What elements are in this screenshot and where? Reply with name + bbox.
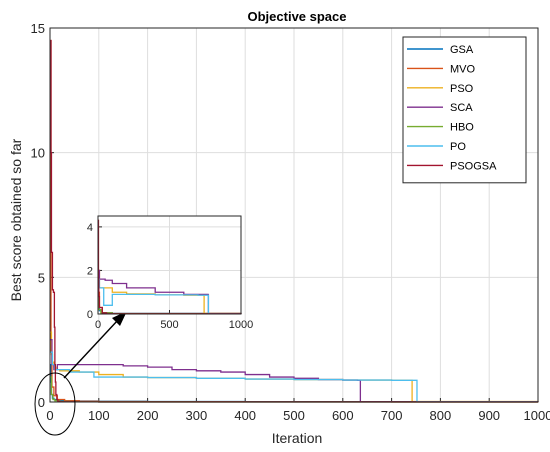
legend-label-psogsa: PSOGSA [450,160,497,172]
x-tick-label: 900 [478,408,500,423]
inset-frame [97,215,242,315]
inset-y-tick-labels: 0 2 4 [87,222,93,321]
series-line-po [50,351,538,403]
x-tick-label: 100 [88,408,110,423]
y-tick-label: 10 [31,146,45,161]
zoom-arrow [63,319,119,379]
x-tick-label: 0 [46,408,53,423]
legend: GSA MVO PSO SCA HBO PO PSOGSA [402,36,527,184]
inset-y-tick-label: 0 [87,309,93,321]
inset-y-tick-label: 4 [87,222,93,234]
inset-axes: 0 500 1000 0 2 4 [87,215,253,331]
legend-label-po: PO [450,141,466,153]
x-tick-label: 700 [381,408,403,423]
inset-x-tick-label: 1000 [229,319,253,331]
y-axis-label: Best score obtained so far [8,138,24,301]
inset-series-line-po [98,278,241,315]
inset-x-tick-labels: 0 500 1000 [95,319,253,331]
legend-items: GSA MVO PSO SCA HBO PO PSOGSA [407,44,497,172]
x-tick-label: 800 [430,408,452,423]
zoom-ellipse [34,372,76,436]
x-tick-label: 400 [234,408,256,423]
y-tick-labels: 0 5 10 15 [31,21,45,410]
inset-x-tick-label: 500 [160,319,178,331]
x-tick-label: 300 [186,408,208,423]
x-tick-label: 1000 [524,408,550,423]
y-tick-label: 5 [38,270,45,285]
legend-label-gsa: GSA [450,44,474,56]
x-axis-label: Iteration [272,430,323,446]
y-tick-label: 0 [38,395,45,410]
inset-y-tick-label: 2 [87,265,93,277]
x-tick-label: 200 [137,408,159,423]
plot-frame [49,27,539,403]
legend-label-pso: PSO [450,83,474,95]
x-tick-label: 600 [332,408,354,423]
inset-x-tick-label: 0 [95,319,101,331]
legend-label-hbo: HBO [450,122,474,134]
y-tick-label: 15 [31,21,45,36]
zoom-arrowhead [112,311,127,326]
legend-label-mvo: MVO [450,63,476,75]
legend-label-sca: SCA [450,102,473,114]
chart-title: Objective space [248,9,347,24]
legend-box [402,36,527,184]
x-tick-labels: 0 100 200 300 400 500 600 700 800 900 1000 [46,408,550,423]
x-tick-label: 500 [283,408,305,423]
